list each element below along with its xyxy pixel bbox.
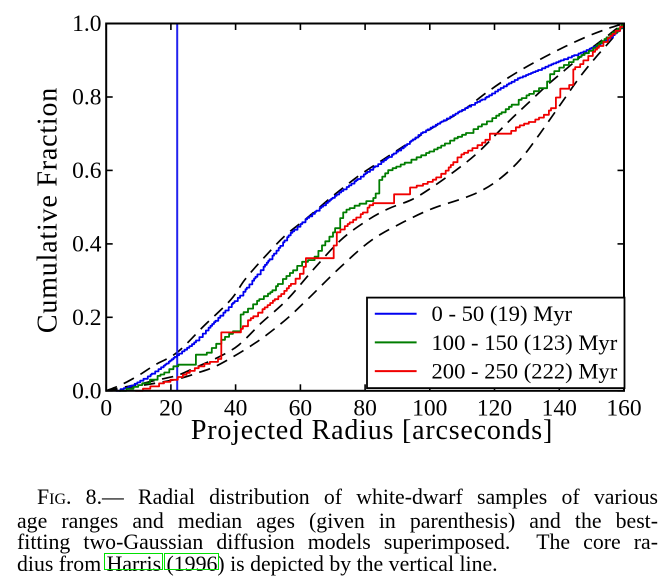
svg-text:80: 80	[353, 396, 377, 422]
svg-text:200 - 250 (222) Myr: 200 - 250 (222) Myr	[432, 359, 618, 384]
svg-text:0.6: 0.6	[72, 158, 102, 184]
svg-text:0.0: 0.0	[72, 378, 101, 404]
svg-text:0 - 50 (19) Myr: 0 - 50 (19) Myr	[432, 301, 573, 326]
svg-text:100 - 150 (123) Myr: 100 - 150 (123) Myr	[432, 330, 618, 355]
svg-text:Cumulative Fraction: Cumulative Fraction	[33, 87, 64, 333]
svg-text:0.4: 0.4	[72, 232, 102, 258]
svg-text:60: 60	[289, 396, 313, 422]
svg-text:120: 120	[477, 396, 512, 422]
svg-text:140: 140	[542, 396, 577, 422]
svg-text:Projected Radius [arcseconds]: Projected Radius [arcseconds]	[191, 415, 553, 446]
svg-text:1.0: 1.0	[72, 11, 101, 37]
svg-text:100: 100	[412, 396, 447, 422]
svg-text:160: 160	[606, 396, 641, 422]
svg-text:0.2: 0.2	[72, 305, 101, 331]
svg-text:20: 20	[159, 396, 183, 422]
svg-text:0: 0	[100, 396, 112, 422]
svg-text:0.8: 0.8	[72, 85, 101, 111]
svg-text:40: 40	[224, 396, 248, 422]
